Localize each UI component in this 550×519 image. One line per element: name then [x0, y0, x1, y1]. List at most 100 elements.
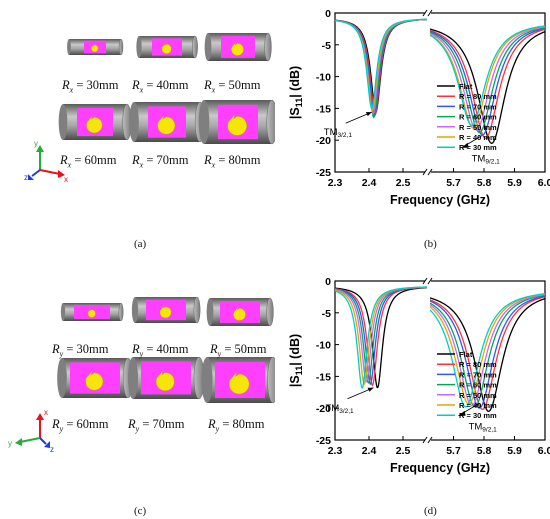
ytick-label-b: -5 [322, 40, 331, 52]
legend-label-b-0: Flat [459, 82, 473, 91]
series-line-low-d-5 [335, 286, 427, 386]
cylinder-c-4 [57, 357, 134, 399]
cylinder-a-4-patch [86, 115, 103, 134]
cylinder-label-c-3: Ry = 50mm [210, 342, 267, 359]
cylinder-c-1 [60, 302, 124, 322]
legend-label-d-4: R = 50 mm [459, 391, 497, 400]
xtick-label-b: 2.5 [396, 177, 411, 189]
series-line-high-d-2 [430, 295, 545, 409]
cylinder-a-1 [67, 38, 124, 56]
legend-label-d-1: R = 80 mm [459, 360, 497, 369]
ytick-label-d: -15 [316, 371, 331, 383]
caption-b: (b) [424, 238, 437, 250]
series-line-high-d-3 [430, 294, 545, 408]
series-line-high-b-2 [430, 27, 545, 136]
plot-frame-b [334, 12, 546, 173]
caption-c: (c) [134, 505, 147, 517]
series-line-high-b-5 [430, 25, 545, 129]
cylinder-a-1-patch [90, 44, 99, 53]
cylinder-c-6-patch [228, 372, 250, 395]
xtick-label-d: 6.0 [538, 445, 550, 457]
ytick-label-b: -15 [316, 103, 331, 115]
cylinder-c-1-patch [87, 308, 96, 318]
cylinder-a-2 [136, 35, 198, 59]
axes-triad-c: x y z [8, 408, 54, 454]
xtick-label-d: 5.9 [507, 445, 522, 457]
cylinder-c-5 [127, 356, 205, 400]
axes-triad-a: y x z [24, 139, 68, 184]
xtick-label-b: 5.9 [507, 177, 522, 189]
panel-c-art: x y z [8, 296, 275, 454]
series-line-low-d-6 [335, 286, 427, 390]
xtick-label-b: 5.8 [477, 177, 492, 189]
svg-text:x: x [64, 175, 68, 184]
cylinder-c-2 [131, 296, 201, 324]
cylinder-a-3 [204, 32, 272, 62]
cylinder-label-a-4: Rx = 60mm [60, 153, 117, 170]
ytick-label-b: -20 [316, 135, 331, 147]
ytick-label-d: -20 [316, 403, 331, 415]
svg-text:z: z [50, 445, 54, 454]
series-line-high-b-0 [430, 28, 545, 145]
cylinder-a-6 [198, 99, 275, 145]
legend-label-b-4: R = 50 mm [459, 123, 497, 132]
legend-label-d-2: R = 70 mm [459, 370, 497, 379]
cylinder-a-4 [58, 103, 132, 141]
ytick-label-d: 0 [325, 276, 331, 288]
cylinder-c-5-patch [155, 370, 175, 392]
legend-label-d-6: R = 30 mm [459, 411, 497, 420]
legend-label-d-0: Flat [459, 350, 473, 359]
series-line-high-b-3 [430, 26, 545, 134]
y-axis-label-d: |S11| (dB) [288, 334, 304, 387]
cylinder-label-c-2: Ry = 40mm [132, 342, 189, 359]
series-line-high-b-4 [430, 26, 545, 131]
xtick-label-d: 2.5 [396, 445, 411, 457]
ytick-label-b: -25 [316, 167, 331, 179]
ytick-label-d: -25 [316, 435, 331, 447]
ytick-label-d: -5 [322, 308, 331, 320]
chart-panel-d: 0 -5 -10 -15 -20 -252.3 2.4 2.5 5.7 5.8 5.9 6.0 |S11… [288, 276, 550, 475]
panel-c-cylinders: x y z Ry = 30mm Ry = 40mm Ry = 50mm Ry =… [0, 270, 275, 519]
cylinder-a-6-patch [227, 114, 248, 136]
svg-text:y: y [34, 139, 38, 148]
cylinder-label-a-2: Rx = 40mm [132, 78, 189, 95]
xtick-label-d: 2.4 [362, 445, 377, 457]
cylinder-label-a-3: Rx = 50mm [204, 78, 261, 95]
svg-text:z: z [24, 173, 28, 182]
series-line-high-d-5 [430, 293, 545, 405]
axis-break-top-d [422, 277, 428, 285]
y-axis-label-b: |S11| (dB) [288, 66, 304, 119]
cylinder-label-a-6: Rx = 80mm [204, 153, 261, 170]
svg-text:y: y [8, 439, 12, 448]
legend-label-b-1: R = 80 mm [459, 92, 497, 101]
xtick-label-b: 2.4 [362, 177, 377, 189]
axis-break-top-b [422, 9, 428, 17]
xtick-label-b: 6.0 [538, 177, 550, 189]
legend-label-b-3: R = 60 mm [459, 113, 497, 122]
cylinder-c-3 [206, 297, 274, 327]
caption-a: (a) [134, 238, 147, 250]
annotation-mode-low-d: TM3/2,1 [326, 403, 355, 415]
xtick-label-d: 5.7 [446, 445, 461, 457]
series-line-high-d-0 [430, 297, 545, 413]
panel-a-art: y x z [24, 32, 275, 184]
cylinder-c-4-patch [85, 371, 104, 391]
series-line-high-d-1 [430, 296, 545, 411]
cylinder-c-3-patch [233, 307, 246, 321]
svg-text:x: x [44, 408, 48, 417]
xtick-label-b: 5.7 [446, 177, 461, 189]
cylinder-a-2-patch [161, 43, 172, 54]
cylinder-label-a-1: Rx = 30mm [62, 78, 119, 95]
chart-panel-b: 0 -5 -10 -15 -20 -252.3 2.4 2.5 5.7 5.8 5.9 6.0 |S11… [288, 8, 550, 207]
cylinder-label-c-1: Ry = 30mm [52, 342, 109, 359]
x-axis-label-d: Frequency (GHz) [390, 461, 490, 475]
legend-label-d-5: R = 40 mm [459, 401, 497, 410]
cylinder-a-3-patch [231, 42, 244, 56]
series-line-low-b-6 [335, 18, 427, 110]
annotation-mode-low-b: TM3/2,1 [324, 127, 353, 139]
cylinder-label-c-5: Ry = 70mm [128, 417, 185, 434]
cylinder-label-c-4: Ry = 60mm [52, 417, 109, 434]
caption-d: (d) [424, 505, 437, 517]
axis-break-bottom-d [422, 436, 428, 444]
